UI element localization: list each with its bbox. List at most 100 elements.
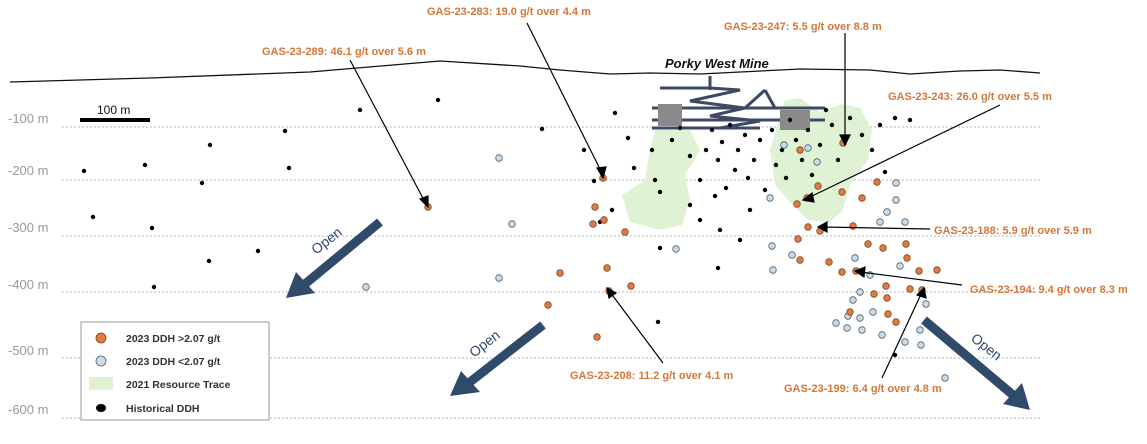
historical-ddh-point bbox=[199, 180, 205, 186]
historical-ddh-point bbox=[715, 265, 721, 271]
callout-grade: 5.5 g/t over 8.8 m bbox=[793, 21, 882, 33]
historical-ddh-point bbox=[882, 169, 888, 175]
historical-ddh-point bbox=[652, 177, 658, 183]
ddh-low-point bbox=[901, 338, 909, 346]
historical-ddh-point bbox=[649, 147, 655, 153]
ddh-low-point bbox=[892, 179, 900, 187]
callout-hole: GAS-23-188 bbox=[934, 225, 996, 237]
callout-grade: 19.0 g/t over 4.4 m bbox=[496, 6, 592, 18]
ddh-low-point bbox=[508, 220, 516, 228]
historical-ddh-point bbox=[81, 168, 87, 174]
ddh-low-point bbox=[922, 300, 930, 308]
callout-hole: GAS-23-289 bbox=[262, 46, 324, 58]
ddh-low-point bbox=[851, 254, 859, 262]
historical-ddh-point bbox=[737, 237, 743, 243]
historical-ddh-point bbox=[142, 162, 148, 168]
historical-ddh-point bbox=[282, 128, 288, 134]
historical-ddh-point bbox=[727, 122, 733, 128]
ddh-high-point bbox=[884, 310, 892, 318]
historical-ddh-point bbox=[581, 147, 587, 153]
legend-historical-icon bbox=[96, 404, 106, 412]
ddh-high-point bbox=[846, 308, 854, 316]
ddh-low-point bbox=[876, 218, 884, 226]
ddh-high-point bbox=[600, 216, 608, 224]
callout-hole: GAS-23-243 bbox=[888, 91, 950, 103]
historical-ddh-point bbox=[783, 175, 789, 181]
ddh-low-point bbox=[768, 242, 776, 250]
historical-ddh-point bbox=[151, 284, 157, 290]
callout-hole: GAS-23-194 bbox=[970, 284, 1033, 296]
callout-grade: 11.2 g/t over 4.1 m bbox=[639, 370, 734, 382]
historical-ddh-point bbox=[655, 319, 661, 325]
historical-ddh-point bbox=[631, 165, 637, 171]
ddh-low-point bbox=[917, 341, 925, 349]
callout-hole: GAS-23-247 bbox=[724, 21, 786, 33]
callout-gas-23-188: GAS-23-188: 5.9 g/t over 5.9 m bbox=[934, 225, 1092, 237]
ddh-low-point bbox=[832, 319, 840, 327]
historical-ddh-points bbox=[81, 97, 913, 358]
callout-gas-23-247: GAS-23-247: 5.5 g/t over 8.8 m bbox=[724, 21, 882, 33]
historical-ddh-point bbox=[835, 157, 841, 163]
historical-ddh-point bbox=[799, 157, 805, 163]
ddh-high-point bbox=[796, 146, 804, 154]
historical-ddh-point bbox=[591, 178, 597, 184]
historical-ddh-point bbox=[90, 214, 96, 220]
ddh-high-point bbox=[838, 188, 846, 196]
ddh-low-point bbox=[883, 208, 891, 216]
historical-ddh-point bbox=[687, 202, 693, 208]
legend-resource-icon bbox=[89, 377, 113, 390]
resource-trace-west bbox=[622, 130, 700, 230]
ddh-low-point bbox=[495, 274, 503, 282]
historical-ddh-point bbox=[712, 193, 718, 199]
ddh-low-point bbox=[769, 266, 777, 274]
callout-gas-23-283: GAS-23-283: 19.0 g/t over 4.4 m bbox=[427, 6, 591, 18]
historical-ddh-point bbox=[892, 115, 898, 121]
ddh-high-point bbox=[794, 235, 802, 243]
scale-bar: 100 m bbox=[80, 103, 150, 122]
historical-ddh-point bbox=[745, 175, 751, 181]
depth-label-400: -400 m bbox=[8, 277, 48, 292]
open-arrow-south: Open bbox=[450, 321, 546, 396]
historical-ddh-point bbox=[435, 97, 441, 103]
historical-ddh-point bbox=[805, 127, 811, 133]
historical-ddh-point bbox=[669, 137, 675, 143]
callout-gas-23-208: GAS-23-208: 11.2 g/t over 4.1 m bbox=[570, 370, 733, 382]
legend-label-ddh-high: 2023 DDH >2.07 g/t bbox=[126, 333, 221, 345]
historical-ddh-point bbox=[877, 122, 883, 128]
depth-labels: -100 m -200 m -300 m -400 m -500 m -600 … bbox=[8, 111, 48, 417]
historical-ddh-point bbox=[757, 137, 763, 143]
open-arrow-east: Open bbox=[921, 316, 1030, 410]
historical-ddh-point bbox=[357, 107, 363, 113]
historical-ddh-point bbox=[809, 172, 815, 178]
historical-ddh-point bbox=[657, 245, 663, 251]
callout-grade: 6.4 g/t over 4.8 m bbox=[853, 383, 942, 395]
depth-label-500: -500 m bbox=[8, 343, 48, 358]
historical-ddh-point bbox=[612, 110, 618, 116]
ddh-low-point bbox=[916, 326, 924, 334]
mine-stopes bbox=[658, 104, 810, 130]
callout-gas-23-243: GAS-23-243: 26.0 g/t over 5.5 m bbox=[888, 91, 1052, 103]
mine-title: Porky West Mine bbox=[665, 56, 769, 71]
ddh-high-point bbox=[591, 203, 599, 211]
ddh-low-point bbox=[856, 314, 864, 322]
ddh-high-point bbox=[593, 333, 601, 341]
ddh-high-point bbox=[825, 258, 833, 266]
ddh-high-point bbox=[838, 268, 846, 276]
depth-label-200: -200 m bbox=[8, 163, 48, 178]
historical-ddh-point bbox=[769, 127, 775, 133]
ddh-high-point bbox=[870, 290, 878, 298]
historical-ddh-point bbox=[255, 248, 261, 254]
ddh-high-point bbox=[804, 223, 812, 231]
ddh-high-point bbox=[915, 267, 923, 275]
historical-ddh-point bbox=[779, 147, 785, 153]
ddh-low-point bbox=[858, 326, 866, 334]
ddh-high-point bbox=[883, 294, 891, 302]
ddh-low-points bbox=[362, 141, 949, 382]
ddh-low-point bbox=[788, 251, 796, 259]
callout-grade: 26.0 g/t over 5.5 m bbox=[957, 91, 1053, 103]
historical-ddh-point bbox=[751, 157, 757, 163]
legend-ddh-low-icon bbox=[95, 355, 107, 367]
ddh-low-point bbox=[813, 158, 821, 166]
historical-ddh-point bbox=[742, 132, 748, 138]
historical-ddh-point bbox=[762, 187, 768, 193]
